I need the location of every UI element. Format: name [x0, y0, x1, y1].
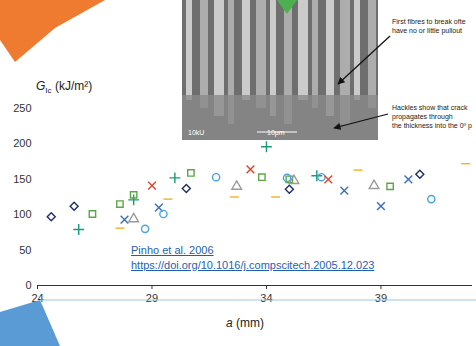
html-text:a (mm): a (mm) [226, 316, 264, 330]
html-text:Pinho et al. 2006: Pinho et al. 2006 [131, 244, 214, 256]
svg-text:50: 50 [19, 244, 31, 256]
svg-text:34: 34 [260, 292, 272, 304]
svg-text:10kU: 10kU [188, 129, 204, 136]
svg-text:39: 39 [375, 292, 387, 304]
html-text:First fibres to break ofte: First fibres to break ofte [392, 18, 466, 25]
svg-text:10μm: 10μm [267, 129, 285, 137]
svg-text:0: 0 [25, 279, 31, 291]
html-text:GIc(kJ/m²): GIc(kJ/m²) [36, 79, 93, 96]
html-text:Hackles show that crack: Hackles show that crack [392, 104, 468, 111]
svg-text:100: 100 [13, 208, 31, 220]
svg-text:29: 29 [146, 292, 158, 304]
svg-text:24: 24 [31, 292, 43, 304]
svg-text:250: 250 [13, 102, 31, 114]
html-text:have no or little pullout: have no or little pullout [392, 27, 462, 34]
html-text:propagates through: propagates through [392, 113, 453, 120]
html-text:https://doi.org/10.1016/j.comp: https://doi.org/10.1016/j.compscitech.20… [131, 259, 375, 271]
html-text:the thickness into the 0º p: the thickness into the 0º p [392, 122, 472, 129]
svg-text:150: 150 [13, 173, 31, 185]
svg-text:200: 200 [13, 137, 31, 149]
